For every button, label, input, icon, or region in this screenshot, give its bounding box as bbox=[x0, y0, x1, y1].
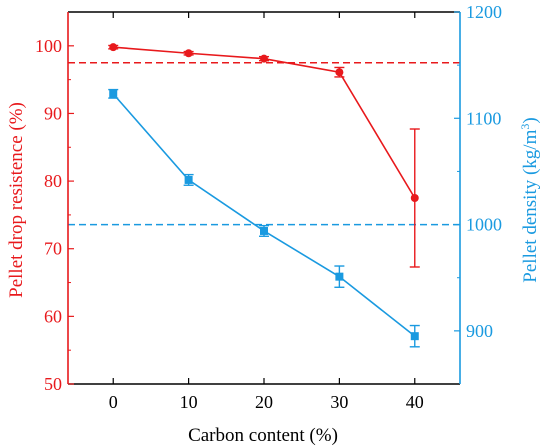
right-y-tick-label: 1100 bbox=[466, 108, 501, 128]
series-layer bbox=[108, 43, 420, 348]
left-y-tick-label: 50 bbox=[44, 374, 62, 394]
data-point bbox=[260, 54, 268, 63]
left-y-tick-label: 60 bbox=[44, 306, 62, 326]
right-axis-title-main: Pellet density (kg/m bbox=[520, 129, 541, 282]
left-y-tick-label: 100 bbox=[35, 36, 62, 56]
x-tick-label: 20 bbox=[255, 392, 273, 412]
data-point bbox=[184, 49, 193, 58]
left-axis-title: Pellet drop resistence (%) bbox=[6, 102, 27, 298]
right-y-tick-label: 900 bbox=[466, 321, 493, 341]
data-point bbox=[335, 272, 344, 281]
data-point bbox=[109, 43, 118, 52]
right-y-tick-label: 1000 bbox=[466, 215, 502, 235]
reference-lines bbox=[68, 61, 460, 226]
data-point bbox=[410, 332, 419, 341]
x-tick-label: 30 bbox=[330, 392, 348, 412]
x-axis-title: Carbon content (%) bbox=[188, 425, 338, 446]
series-line-right bbox=[112, 93, 416, 337]
right-axis-title-end: ) bbox=[520, 117, 541, 123]
x-tick-label: 10 bbox=[180, 392, 198, 412]
right-y-tick-label: 1200 bbox=[466, 2, 502, 22]
left-y-tick-label: 90 bbox=[44, 103, 62, 123]
data-point bbox=[109, 89, 118, 98]
left-y-tick-label: 80 bbox=[44, 171, 62, 191]
data-point bbox=[410, 194, 419, 202]
right-axis-title: Pellet density (kg/m3) bbox=[518, 117, 541, 282]
x-tick-label: 0 bbox=[109, 392, 118, 412]
x-tick-label: 40 bbox=[406, 392, 424, 412]
right-axis-title-superscript: 3 bbox=[518, 124, 532, 130]
series-line-left bbox=[113, 46, 416, 199]
data-point bbox=[184, 175, 193, 184]
data-point bbox=[335, 68, 344, 77]
data-point bbox=[260, 226, 268, 235]
axes-layer: 0 10 20 30 40 50 60 70 80 90 100 900 1000 1100 1200 bbox=[35, 2, 502, 412]
left-y-tick-label: 70 bbox=[44, 239, 62, 259]
